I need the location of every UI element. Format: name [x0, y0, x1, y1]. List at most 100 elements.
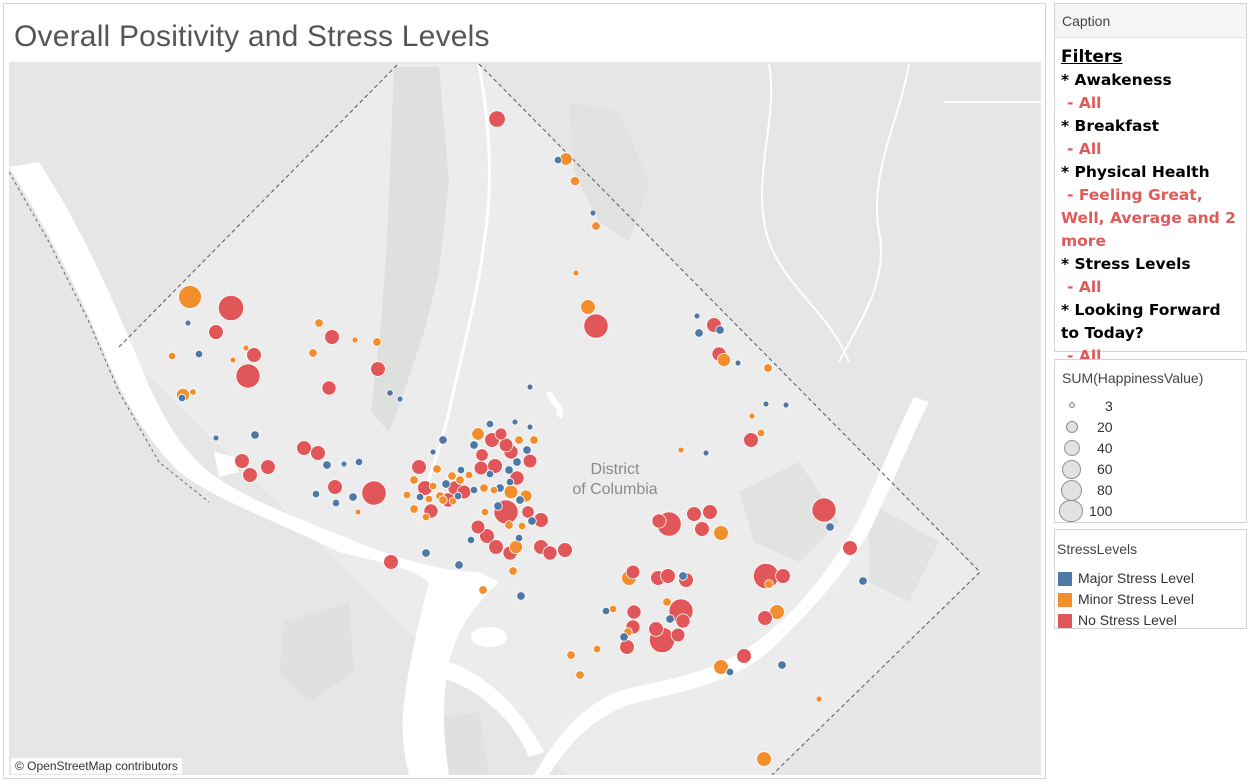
- map-point[interactable]: [713, 659, 729, 675]
- map-point[interactable]: [782, 401, 790, 409]
- map-point[interactable]: [372, 337, 382, 347]
- map-point[interactable]: [858, 576, 868, 586]
- size-legend-item[interactable]: 80: [1055, 480, 1246, 501]
- map-point[interactable]: [324, 329, 340, 345]
- map-point[interactable]: [331, 498, 341, 508]
- map-point[interactable]: [522, 445, 532, 455]
- map-point[interactable]: [670, 627, 686, 643]
- map-point[interactable]: [421, 512, 431, 522]
- size-legend-item[interactable]: 40: [1055, 438, 1246, 459]
- map-point[interactable]: [409, 504, 419, 514]
- map-point[interactable]: [505, 477, 515, 487]
- map-point[interactable]: [591, 221, 601, 231]
- map-point[interactable]: [662, 597, 672, 607]
- map-point[interactable]: [470, 519, 486, 535]
- map-point[interactable]: [757, 610, 773, 626]
- map-point[interactable]: [351, 336, 359, 344]
- map-point[interactable]: [432, 464, 442, 474]
- map-point[interactable]: [493, 501, 503, 511]
- size-legend-item[interactable]: 100: [1055, 500, 1246, 522]
- map-point[interactable]: [526, 383, 534, 391]
- map-point[interactable]: [466, 535, 476, 545]
- map-point[interactable]: [485, 419, 495, 429]
- map-point[interactable]: [694, 328, 704, 338]
- map-point[interactable]: [473, 460, 489, 476]
- map-point[interactable]: [415, 492, 425, 502]
- map-point[interactable]: [429, 448, 437, 456]
- map-point[interactable]: [521, 505, 535, 519]
- map-point[interactable]: [569, 175, 581, 187]
- map-point[interactable]: [811, 497, 837, 523]
- map-point[interactable]: [572, 269, 580, 277]
- map-point[interactable]: [340, 460, 348, 468]
- map-point[interactable]: [485, 469, 495, 479]
- map-point[interactable]: [242, 344, 250, 352]
- map-point[interactable]: [764, 579, 774, 589]
- map-point[interactable]: [424, 494, 434, 504]
- map-point[interactable]: [580, 299, 596, 315]
- map-point[interactable]: [678, 571, 688, 581]
- map-point[interactable]: [748, 412, 756, 420]
- map-point[interactable]: [514, 533, 524, 543]
- map-point[interactable]: [354, 457, 364, 467]
- map-point[interactable]: [441, 479, 451, 489]
- map-point[interactable]: [660, 568, 676, 584]
- map-point[interactable]: [396, 395, 404, 403]
- map-point[interactable]: [479, 528, 495, 544]
- map-point[interactable]: [488, 110, 506, 128]
- map-point[interactable]: [522, 453, 538, 469]
- map-point[interactable]: [542, 545, 558, 561]
- map-point[interactable]: [411, 459, 427, 475]
- map-point[interactable]: [626, 604, 642, 620]
- map-point[interactable]: [715, 325, 725, 335]
- map-point[interactable]: [583, 313, 609, 339]
- map-point[interactable]: [743, 432, 759, 448]
- map-point[interactable]: [514, 435, 524, 445]
- map-point[interactable]: [488, 539, 504, 555]
- map-point[interactable]: [310, 445, 326, 461]
- map-point[interactable]: [526, 423, 534, 431]
- size-legend-item[interactable]: 60: [1055, 459, 1246, 480]
- map-point[interactable]: [592, 644, 602, 654]
- map-point[interactable]: [402, 490, 412, 500]
- map-point[interactable]: [455, 475, 465, 485]
- map-point[interactable]: [619, 639, 635, 655]
- map-point[interactable]: [246, 347, 262, 363]
- map-point[interactable]: [762, 400, 770, 408]
- map-point[interactable]: [756, 428, 766, 438]
- map-point[interactable]: [311, 489, 321, 499]
- map-point[interactable]: [842, 540, 858, 556]
- map-point[interactable]: [694, 521, 710, 537]
- map-point[interactable]: [677, 446, 685, 454]
- map-point[interactable]: [322, 460, 332, 470]
- map-point[interactable]: [471, 427, 485, 441]
- map-point[interactable]: [717, 352, 732, 367]
- map-point[interactable]: [478, 585, 488, 595]
- map-point[interactable]: [167, 351, 177, 361]
- map-point[interactable]: [314, 318, 324, 328]
- map-point[interactable]: [575, 670, 585, 680]
- map-point[interactable]: [601, 606, 611, 616]
- map-point[interactable]: [438, 435, 448, 445]
- map-point[interactable]: [763, 363, 773, 373]
- map-point[interactable]: [348, 492, 358, 502]
- map-point[interactable]: [619, 632, 629, 642]
- map-point[interactable]: [194, 349, 204, 359]
- map-point[interactable]: [321, 380, 337, 396]
- map-point[interactable]: [235, 363, 261, 389]
- map-point[interactable]: [447, 471, 457, 481]
- map-point[interactable]: [178, 285, 202, 309]
- map-point[interactable]: [625, 564, 641, 580]
- map-point[interactable]: [508, 539, 523, 554]
- legend-item-major-stress[interactable]: Major Stress Level: [1055, 568, 1246, 589]
- map-point[interactable]: [448, 496, 458, 506]
- map-point[interactable]: [208, 324, 224, 340]
- map-point[interactable]: [775, 568, 791, 584]
- map-point[interactable]: [734, 359, 742, 367]
- map-point[interactable]: [702, 449, 710, 457]
- map-point[interactable]: [725, 667, 735, 677]
- map-point[interactable]: [511, 418, 519, 426]
- map-point[interactable]: [479, 483, 489, 493]
- map-point[interactable]: [421, 548, 431, 558]
- map-attribution[interactable]: © OpenStreetMap contributors: [11, 758, 182, 774]
